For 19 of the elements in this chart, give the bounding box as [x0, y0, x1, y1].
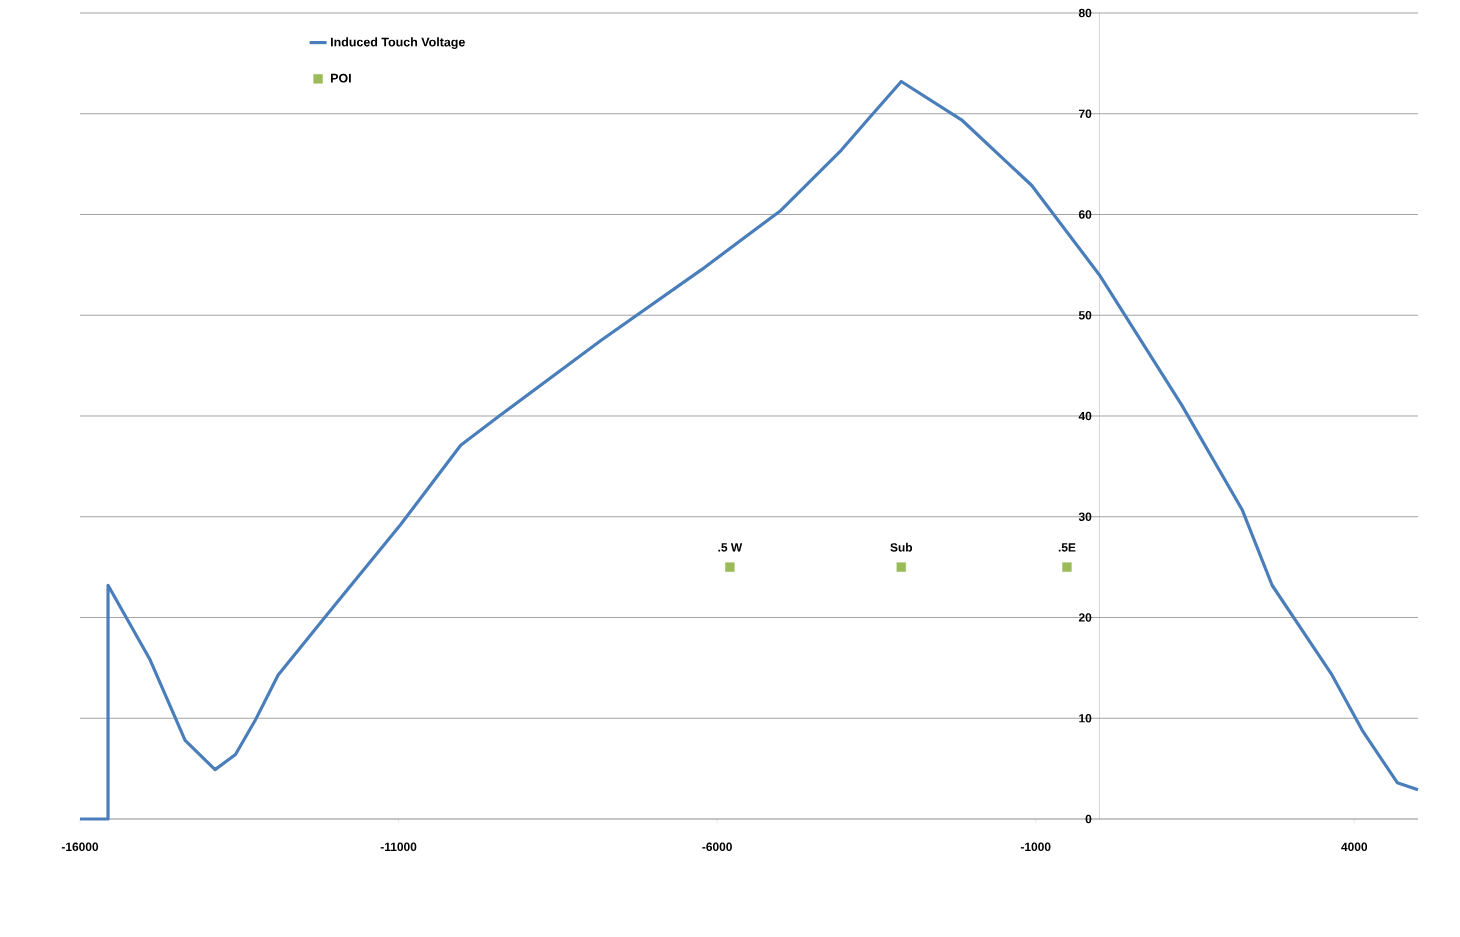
legend-label: POI — [330, 73, 351, 83]
x-tick-label: 4000 — [1341, 842, 1368, 852]
x-tick-label: -1000 — [1020, 842, 1051, 852]
y-tick-label: 60 — [1078, 210, 1092, 219]
annotation: Sub — [890, 542, 913, 552]
y-tick-label: 0 — [1085, 814, 1092, 824]
x-tick-label: -11000 — [380, 842, 417, 852]
y-tick-label: 70 — [1079, 109, 1092, 118]
y-tick-label: 80 — [1078, 8, 1092, 18]
y-tick-label: 10 — [1079, 714, 1092, 723]
annotation: .5E — [1058, 543, 1076, 552]
y-tick-label: 40 — [1078, 411, 1092, 421]
legend-label: Induced Touch Voltage — [330, 37, 465, 49]
x-tick-label: -16000 — [61, 842, 99, 852]
y-tick-label: 30 — [1078, 512, 1092, 521]
annotation: .5 W — [718, 543, 743, 552]
y-tick-label: 20 — [1078, 613, 1092, 622]
x-tick-label: -6000 — [702, 842, 732, 852]
y-tick-label: 50 — [1078, 311, 1092, 320]
